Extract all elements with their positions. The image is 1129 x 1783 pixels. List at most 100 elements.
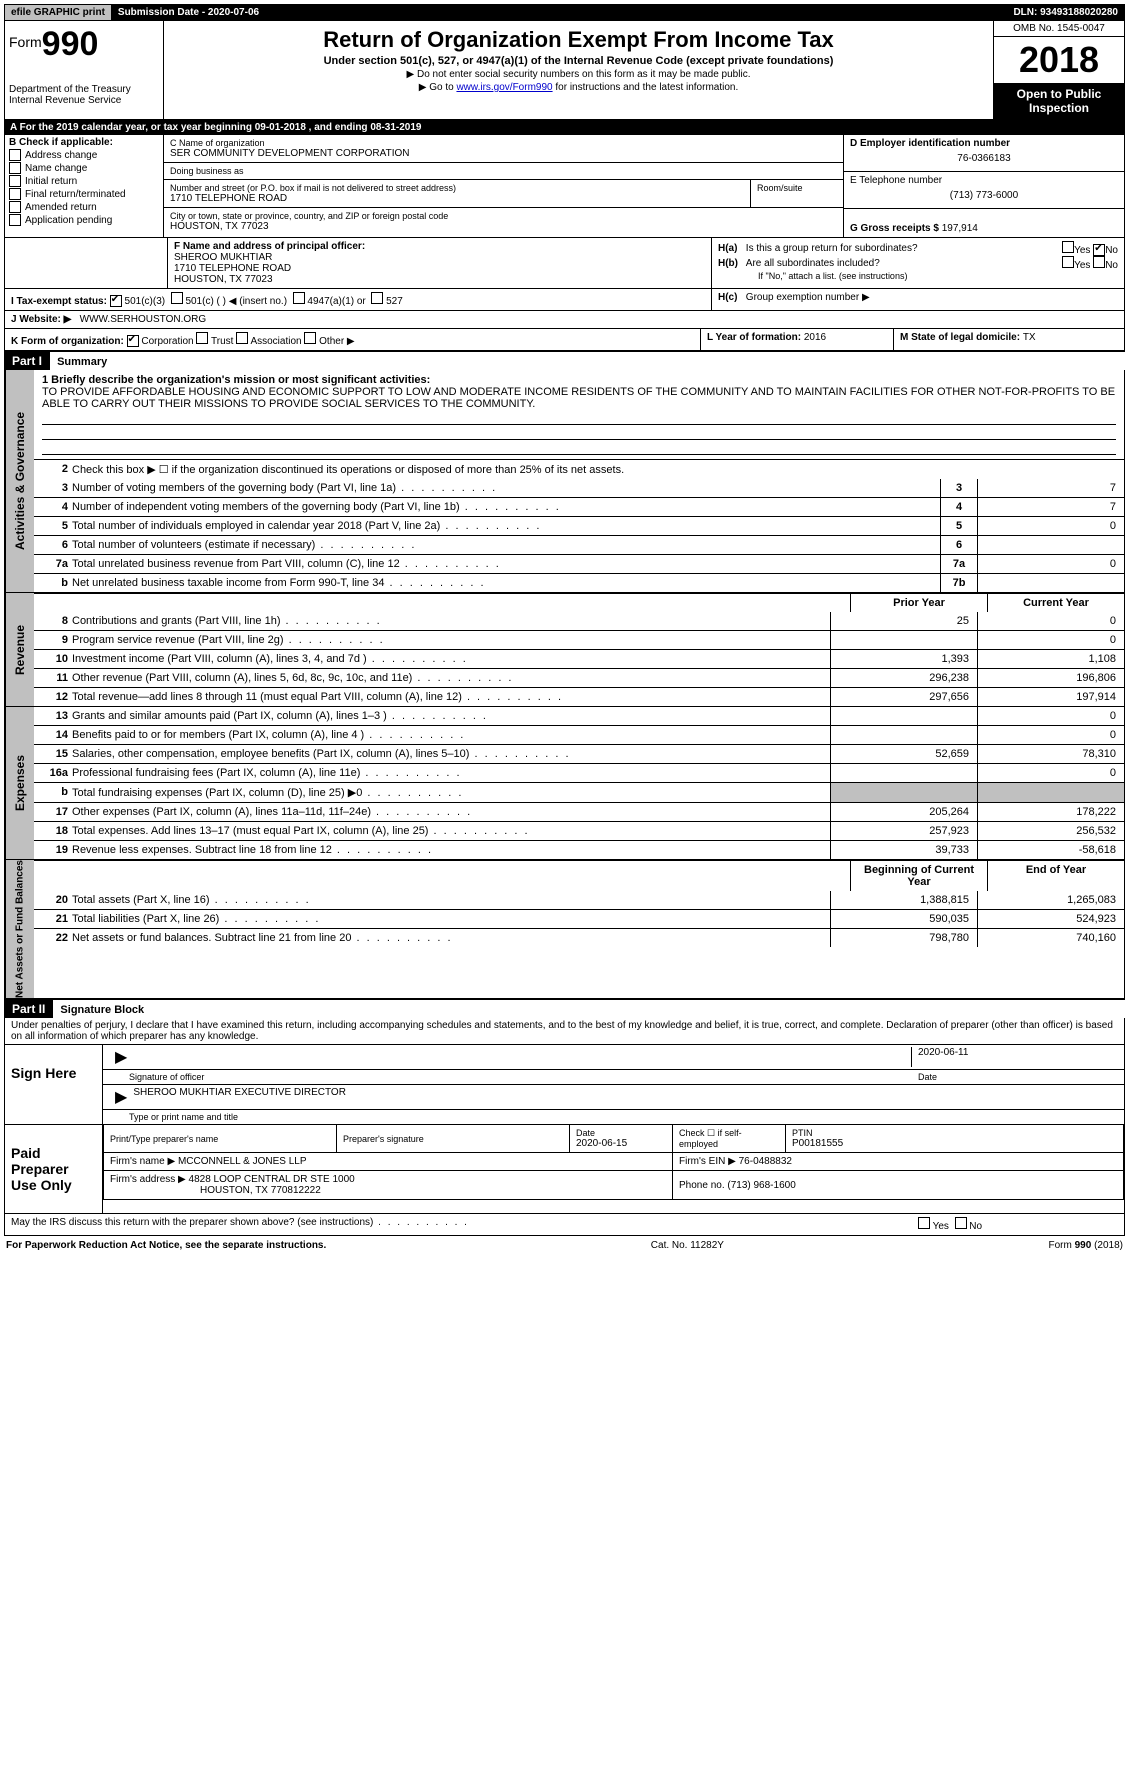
checkbox-icon[interactable] bbox=[196, 332, 208, 344]
irs-link[interactable]: www.irs.gov/Form990 bbox=[456, 82, 552, 93]
part-i-header: Part I Summary bbox=[4, 351, 1125, 370]
org-form-row: K Form of organization: Corporation Trus… bbox=[4, 329, 1125, 351]
row-a-tax-year: A For the 2019 calendar year, or tax yea… bbox=[4, 120, 1125, 135]
checkbox-icon[interactable] bbox=[1062, 241, 1074, 253]
discuss-row: May the IRS discuss this return with the… bbox=[4, 1214, 1125, 1236]
checkbox-icon[interactable] bbox=[171, 292, 183, 304]
checkbox-icon[interactable] bbox=[918, 1217, 930, 1229]
city-cell: City or town, state or province, country… bbox=[164, 208, 843, 235]
summary-row: 8Contributions and grants (Part VIII, li… bbox=[34, 612, 1124, 630]
summary-row: 14Benefits paid to or for members (Part … bbox=[34, 725, 1124, 744]
chk-final-return[interactable]: Final return/terminated bbox=[9, 188, 159, 200]
checkbox-checked-icon[interactable] bbox=[127, 335, 139, 347]
summary-row: 9Program service revenue (Part VIII, lin… bbox=[34, 630, 1124, 649]
form-title: Return of Organization Exempt From Incom… bbox=[170, 27, 987, 53]
summary-row: 17Other expenses (Part IX, column (A), l… bbox=[34, 802, 1124, 821]
summary-row: bNet unrelated business taxable income f… bbox=[34, 573, 1124, 592]
phone-value: (713) 773-6000 bbox=[850, 186, 1118, 205]
summary-row: 16aProfessional fundraising fees (Part I… bbox=[34, 763, 1124, 782]
omb-number: OMB No. 1545-0047 bbox=[994, 21, 1124, 37]
note-link: ▶ Go to www.irs.gov/Form990 for instruct… bbox=[170, 82, 987, 93]
sign-here-label: Sign Here bbox=[5, 1045, 103, 1124]
mission-block: 1 Briefly describe the organization's mi… bbox=[34, 370, 1124, 459]
officer-name-row: ▶ SHEROO MUKHTIAR EXECUTIVE DIRECTOR bbox=[103, 1085, 1124, 1110]
tax-status-row: I Tax-exempt status: 501(c)(3) 501(c) ( … bbox=[4, 289, 1125, 311]
checkbox-icon[interactable] bbox=[371, 292, 383, 304]
checkbox-checked-icon[interactable] bbox=[110, 295, 122, 307]
tax-year: 2018 bbox=[994, 37, 1124, 83]
header-title-block: Return of Organization Exempt From Incom… bbox=[164, 21, 993, 119]
summary-row: 4Number of independent voting members of… bbox=[34, 497, 1124, 516]
sig-date-row: ▶ 2020-06-11 bbox=[103, 1045, 1124, 1070]
ha-yesno: Yes No bbox=[1062, 241, 1118, 256]
summary-row: 6Total number of volunteers (estimate if… bbox=[34, 535, 1124, 554]
side-label-expenses: Expenses bbox=[5, 707, 34, 859]
sign-here-section: Sign Here ▶ 2020-06-11 Signature of offi… bbox=[4, 1045, 1125, 1125]
org-name: SER COMMUNITY DEVELOPMENT CORPORATION bbox=[170, 148, 837, 159]
arrow-icon: ▶ bbox=[109, 1087, 133, 1107]
dept-label: Department of the Treasury bbox=[9, 84, 159, 95]
discuss-yesno: Yes No bbox=[912, 1214, 1124, 1235]
identity-grid: B Check if applicable: Address change Na… bbox=[4, 135, 1125, 238]
website-row: J Website: ▶ WWW.SERHOUSTON.ORG bbox=[4, 311, 1125, 329]
address-cell: Number and street (or P.O. box if mail i… bbox=[164, 180, 843, 208]
summary-row: 13Grants and similar amounts paid (Part … bbox=[34, 707, 1124, 725]
summary-row: 15Salaries, other compensation, employee… bbox=[34, 744, 1124, 763]
section-b: B Check if applicable: Address change Na… bbox=[5, 135, 164, 237]
header-left: Form990 Department of the Treasury Inter… bbox=[5, 21, 164, 119]
arrow-icon: ▶ bbox=[109, 1047, 133, 1067]
checkbox-icon bbox=[9, 188, 21, 200]
expenses-section: Expenses 13Grants and similar amounts pa… bbox=[4, 707, 1125, 860]
chk-pending[interactable]: Application pending bbox=[9, 214, 159, 226]
org-name-cell: C Name of organization SER COMMUNITY DEV… bbox=[164, 135, 843, 163]
summary-row: 19Revenue less expenses. Subtract line 1… bbox=[34, 840, 1124, 859]
summary-row: 22Net assets or fund balances. Subtract … bbox=[34, 928, 1124, 947]
summary-row: 10Investment income (Part VIII, column (… bbox=[34, 649, 1124, 668]
section-b-label: B Check if applicable: bbox=[9, 137, 159, 148]
chk-address-change[interactable]: Address change bbox=[9, 149, 159, 161]
checkbox-icon[interactable] bbox=[1062, 256, 1074, 268]
page-footer: For Paperwork Reduction Act Notice, see … bbox=[4, 1236, 1125, 1255]
chk-initial-return[interactable]: Initial return bbox=[9, 175, 159, 187]
dln: DLN: 93493188020280 bbox=[1007, 5, 1124, 20]
form-number: Form990 bbox=[9, 25, 159, 64]
efile-label: efile GRAPHIC print bbox=[5, 5, 112, 20]
ein-cell: D Employer identification number 76-0366… bbox=[844, 135, 1124, 172]
submission-date: Submission Date - 2020-07-06 bbox=[112, 5, 1008, 20]
chk-amended[interactable]: Amended return bbox=[9, 201, 159, 213]
chk-name-change[interactable]: Name change bbox=[9, 162, 159, 174]
footer-mid: Cat. No. 11282Y bbox=[651, 1240, 724, 1251]
checkbox-icon[interactable] bbox=[236, 332, 248, 344]
checkbox-icon[interactable] bbox=[293, 292, 305, 304]
checkbox-icon[interactable] bbox=[1093, 256, 1105, 268]
dba-cell: Doing business as bbox=[164, 163, 843, 180]
preparer-table: Print/Type preparer's name Preparer's si… bbox=[103, 1125, 1124, 1200]
room-suite: Room/suite bbox=[750, 180, 843, 207]
footer-right: Form 990 (2018) bbox=[1049, 1240, 1123, 1251]
activities-governance: Activities & Governance 1 Briefly descri… bbox=[4, 370, 1125, 593]
section-j: J Website: ▶ WWW.SERHOUSTON.ORG bbox=[5, 311, 1124, 328]
mission-text: TO PROVIDE AFFORDABLE HOUSING AND ECONOM… bbox=[42, 386, 1116, 410]
note-ssn: ▶ Do not enter social security numbers o… bbox=[170, 69, 987, 80]
checkbox-icon[interactable] bbox=[304, 332, 316, 344]
section-f: F Name and address of principal officer:… bbox=[168, 238, 712, 288]
side-label-net: Net Assets or Fund Balances bbox=[5, 860, 34, 998]
officer-name: SHEROO MUKHTIAR bbox=[174, 252, 705, 263]
summary-row: 12Total revenue—add lines 8 through 11 (… bbox=[34, 687, 1124, 706]
header-right: OMB No. 1545-0047 2018 Open to Public In… bbox=[993, 21, 1124, 119]
year-header-rev: Prior Year Current Year bbox=[34, 593, 1124, 612]
gross-receipts: G Gross receipts $ 197,914 bbox=[844, 209, 1124, 237]
section-k: K Form of organization: Corporation Trus… bbox=[5, 329, 701, 350]
top-bar: efile GRAPHIC print Submission Date - 20… bbox=[4, 4, 1125, 21]
year-header-net: Beginning of Current Year End of Year bbox=[34, 860, 1124, 891]
summary-row: 5Total number of individuals employed in… bbox=[34, 516, 1124, 535]
paid-preparer-section: Paid Preparer Use Only Print/Type prepar… bbox=[4, 1125, 1125, 1214]
checkbox-checked-icon[interactable] bbox=[1093, 244, 1105, 256]
section-m: M State of legal domicile: TX bbox=[894, 329, 1124, 350]
checkbox-icon bbox=[9, 214, 21, 226]
summary-row: bTotal fundraising expenses (Part IX, co… bbox=[34, 782, 1124, 802]
ein-value: 76-0366183 bbox=[850, 149, 1118, 168]
checkbox-icon[interactable] bbox=[955, 1217, 967, 1229]
side-label-revenue: Revenue bbox=[5, 593, 34, 706]
section-d: D Employer identification number 76-0366… bbox=[843, 135, 1124, 237]
